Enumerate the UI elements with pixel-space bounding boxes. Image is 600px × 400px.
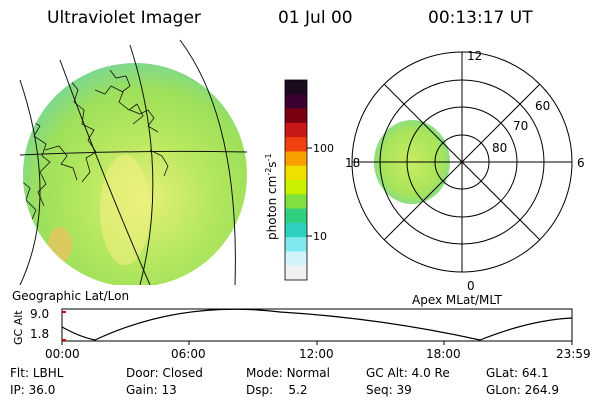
colorbar-band [285,108,307,124]
polar-grid [351,51,573,273]
info-flt: Flt: LBHL [10,366,64,380]
image-time: 00:13:17 UT [428,8,533,28]
info-ip: IP: 36.0 [10,383,56,397]
info-seq: Seq: 39 [366,383,412,397]
image-date: 01 Jul 00 [278,8,353,28]
instrument-title: Ultraviolet Imager [47,8,201,28]
bright-emission-region [100,155,150,265]
info-dsp: Dsp: 5.2 [246,383,308,397]
colorbar [285,80,307,281]
colorbar-frame [284,79,308,281]
altitude-xtick-2359: 23:59 [556,347,591,361]
altitude-ylabel: GC Alt [12,310,25,345]
colorbar-band [285,122,307,138]
lat-label-80: 80 [492,141,507,155]
colorbar-band [285,94,307,110]
altitude-xtick-0000: 00:00 [45,347,80,361]
info-mode: Mode: Normal [246,366,330,380]
geo-panel-label: Geographic Lat/Lon [12,289,129,303]
colorbar-tick-label-100: 100 [313,142,334,155]
colorbar-band [285,151,307,167]
altitude-plot-frame [61,308,573,342]
colorbar-band [285,165,307,181]
info-gc-alt: GC Alt: 4.0 Re [366,366,450,380]
altitude-xtick-0600: 06:00 [171,347,206,361]
colorbar-band [285,137,307,152]
lat-label-60: 60 [535,99,550,113]
geographic-panel [19,39,248,285]
altitude-xtick-1200: 12:00 [299,347,334,361]
altitude-curve [61,308,573,341]
coastline-outlines [23,69,169,237]
altitude-ytick-9.0: 9.0 [30,307,49,321]
colorbar-band [285,251,307,267]
colorbar-unit-label: photon cm-2s-1 [264,153,279,240]
mlt-label-12: 12 [467,49,482,63]
mlt-label-6: 6 [577,156,585,170]
polar-diagonal-2 [383,83,541,241]
info-glon: GLon: 264.9 [486,383,559,397]
colorbar-band [285,194,307,210]
colorbar-band [285,222,307,238]
mlt-label-0: 0 [467,279,475,293]
lat-label-70: 70 [513,119,528,133]
colorbar-band [285,265,307,281]
info-glat: GLat: 64.1 [486,366,549,380]
altitude-ytick-1.8: 1.8 [30,327,49,341]
info-gain: Gain: 13 [126,383,177,397]
altitude-plot [61,308,573,345]
altitude-x-ticks [61,341,573,345]
polar-panel [351,51,573,273]
altitude-xtick-1800: 18:00 [426,347,461,361]
colorbar-band [285,80,307,95]
limb-emission-patch [48,227,72,263]
polar-panel-label: Apex MLat/MLT [412,293,502,307]
info-door: Door: Closed [126,366,203,380]
mlt-label-18: 18 [345,156,360,170]
lat-lon-grid [19,39,248,285]
colorbar-band [285,237,307,252]
colorbar-tick-label-10: 10 [313,230,327,243]
colorbar-band [285,180,307,195]
colorbar-band [285,208,307,224]
